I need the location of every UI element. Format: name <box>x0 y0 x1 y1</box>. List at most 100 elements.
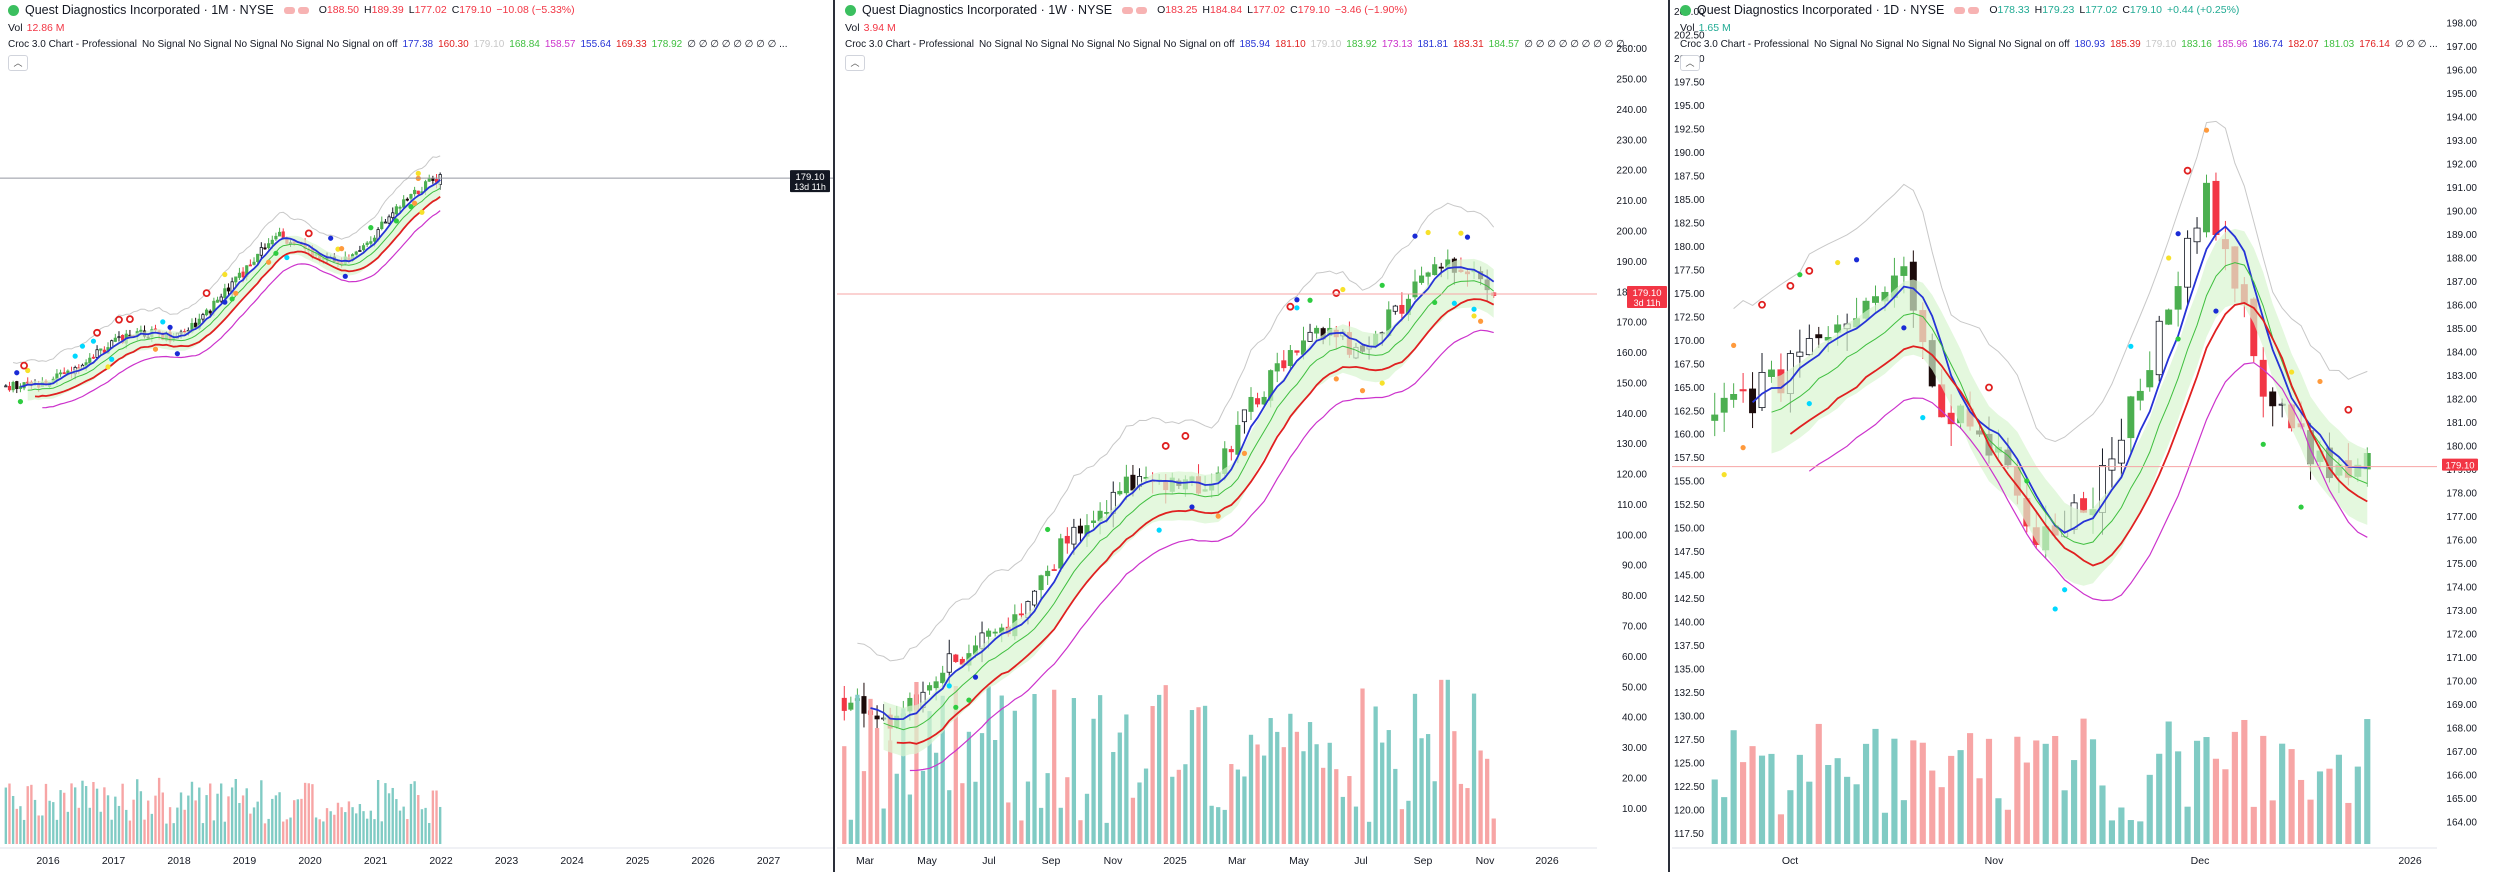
volume-bar <box>44 783 48 844</box>
candle-body <box>398 206 402 209</box>
indicator-legend[interactable]: Croc 3.0 Chart - Professional No Signal N… <box>845 39 1646 50</box>
indicator-values: 185.94 181.10 179.10 183.92 173.13 181.81 183.… <box>1239 39 1641 50</box>
signal-marker <box>412 200 418 206</box>
volume-bar <box>2089 739 2097 844</box>
candle-body <box>1947 412 1955 425</box>
volume-bar <box>1432 781 1437 844</box>
chart-canvas-monthly[interactable]: 2016 2017 2018 2019 2020 2021 2022 2023 2024 2025… <box>0 0 835 872</box>
symbol-title[interactable]: Quest Diagnostics Incorporated · 1W · NY… <box>862 3 1113 17</box>
volume-value: 3.94 M <box>863 22 896 34</box>
price-axis-label: 110.00 <box>1617 500 1647 511</box>
candle-body <box>1815 334 1823 339</box>
candle-body <box>416 190 420 195</box>
symbol-title[interactable]: Quest Diagnostics Incorporated · 1M · NY… <box>25 3 274 17</box>
chart-panel-daily[interactable]: 205.00202.50200.00197.50195.00192.50190.… <box>1672 0 2500 872</box>
symbol-flags[interactable] <box>1122 6 1148 14</box>
candle-body <box>2212 180 2220 235</box>
collapse-legend-button[interactable]: ︿ <box>845 55 865 71</box>
candle-body <box>102 349 106 353</box>
price-axis-label: 40.00 <box>1622 713 1647 724</box>
chart-canvas-weekly[interactable]: 260.00 250.00 240.00 230.00 220.00 210.00 200.… <box>837 0 1670 872</box>
candle-body <box>1064 535 1070 544</box>
volume-bar <box>395 799 398 844</box>
signal-marker <box>1806 400 1812 407</box>
candle-body <box>841 697 847 711</box>
lagging-line <box>12 155 441 364</box>
price-axis-label-left: 185.00 <box>1674 195 1705 206</box>
indicator-value: 180.93 <box>2074 39 2106 50</box>
price-axis-label-left: 117.50 <box>1674 829 1704 840</box>
time-axis-label: Jul <box>982 855 995 867</box>
volume-bar <box>874 727 880 844</box>
candle-body <box>99 348 103 351</box>
volume-bar <box>260 780 263 844</box>
volume-label: Vol <box>845 22 860 34</box>
volume-bar <box>1966 733 1974 844</box>
chart-panel-monthly[interactable]: 2016 2017 2018 2019 2020 2021 2022 2023 2024 2025… <box>0 0 835 872</box>
time-axis-label: Dec <box>2191 855 2210 867</box>
volume-bar <box>1006 802 1011 844</box>
candle-body <box>1314 327 1320 334</box>
signal-marker <box>419 209 425 215</box>
price-axis-label: 90.00 <box>1622 561 1647 572</box>
signal-ring <box>20 361 28 370</box>
volume-bar <box>238 802 241 844</box>
volume-bar <box>413 781 416 844</box>
symbol-flags[interactable] <box>283 6 309 14</box>
volume-bar <box>150 813 154 844</box>
volume-bar <box>41 815 44 844</box>
signal-ring <box>1286 302 1295 311</box>
price-axis-label-right: 194.00 <box>2446 113 2477 124</box>
time-axis-label: 2027 <box>757 855 781 867</box>
signal-ring <box>2183 166 2192 175</box>
chart-canvas-daily[interactable]: 205.00202.50200.00197.50195.00192.50190.… <box>1672 0 2500 872</box>
candle-body <box>2184 237 2192 288</box>
price-tag-countdown: 3d 11h <box>1634 298 1661 308</box>
time-axis-label: 2017 <box>102 855 126 867</box>
volume-bar <box>2071 760 2078 844</box>
volume-bar <box>355 813 358 844</box>
indicator-legend[interactable]: Croc 3.0 Chart - Professional No Signal N… <box>8 39 797 50</box>
ohlc-value: 179.10 <box>459 4 492 16</box>
signal-marker <box>233 290 239 296</box>
collapse-legend-button[interactable]: ︿ <box>8 55 28 71</box>
volume-bar <box>933 752 939 844</box>
volume-bar <box>139 791 143 844</box>
volume-label: Vol <box>8 22 23 34</box>
price-axis-label: 30.00 <box>1622 743 1647 754</box>
symbol-title[interactable]: Quest Diagnostics Incorporated · 1D · NY… <box>1697 3 1945 17</box>
indicator-value: 183.92 <box>1346 39 1377 50</box>
price-axis-label-right: 177.00 <box>2446 512 2477 523</box>
candle-body <box>1248 396 1254 412</box>
candle-body <box>1796 351 1804 357</box>
signal-marker <box>342 273 348 279</box>
volume-bar <box>1796 754 1803 844</box>
candle-body <box>2155 320 2163 376</box>
volume-bar <box>2279 743 2286 844</box>
symbol-flags[interactable] <box>1954 6 1980 14</box>
volume-bar <box>1130 797 1136 844</box>
candle-body <box>248 264 252 267</box>
indicator-legend[interactable]: Croc 3.0 Chart - Professional No Signal N… <box>1680 39 2448 50</box>
indicator-value: 179.10 <box>473 39 505 50</box>
volume-bar <box>2118 807 2125 844</box>
volume-bar <box>1307 722 1313 844</box>
price-axis-label-right: 195.00 <box>2446 89 2477 100</box>
candle-body <box>1261 396 1267 405</box>
volume-value: 12.86 M <box>26 22 65 34</box>
volume-bar <box>438 806 442 844</box>
collapse-legend-button[interactable]: ︿ <box>1680 55 1700 71</box>
signal-marker <box>1379 282 1385 288</box>
signal-marker <box>946 683 952 689</box>
signal-ring <box>1985 383 1993 392</box>
volume-bar <box>1281 747 1286 844</box>
signal-marker <box>266 259 272 265</box>
price-axis-label-right: 174.00 <box>2446 582 2477 593</box>
volume-bar <box>2222 769 2229 844</box>
volume-bar <box>1853 784 1860 844</box>
volume-bar <box>2345 802 2352 844</box>
chart-panel-weekly[interactable]: 260.00 250.00 240.00 230.00 220.00 210.00 200.… <box>837 0 1670 872</box>
time-axis-label: Sep <box>1414 855 1433 867</box>
volume-bar <box>128 820 132 844</box>
volume-bar <box>106 795 110 844</box>
